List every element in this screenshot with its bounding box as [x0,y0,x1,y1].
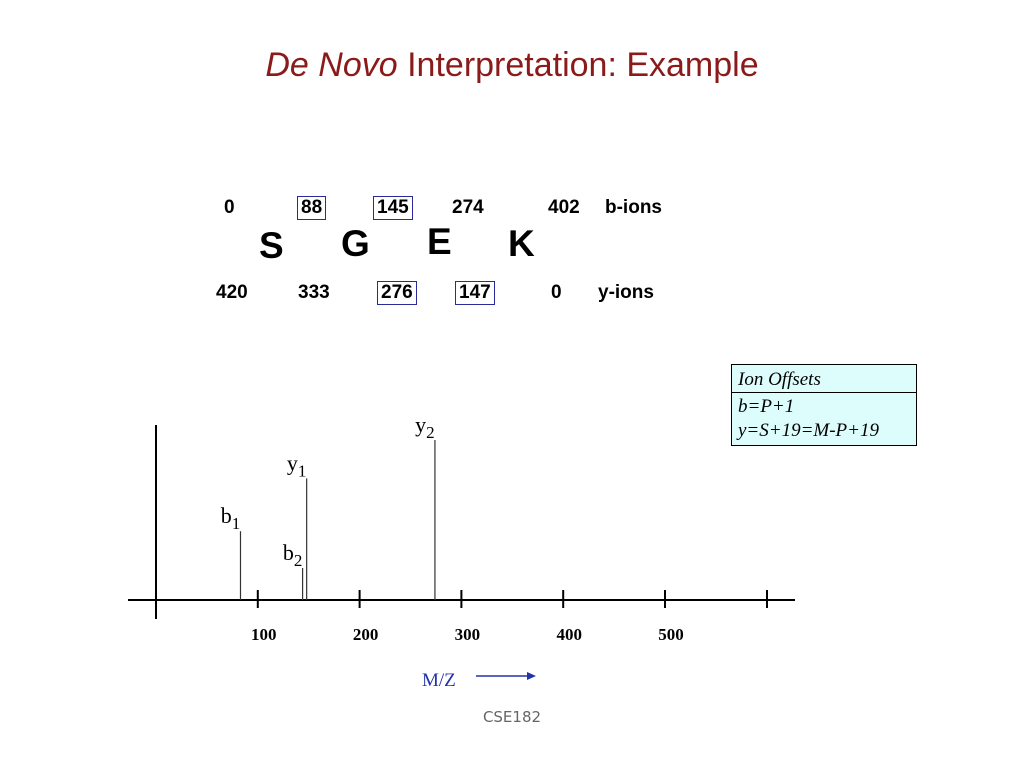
y-ions-label: y-ions [598,282,654,303]
y-ion-value: 276 [377,281,417,305]
ion-offsets-title: Ion Offsets [732,365,916,393]
peak-label-ion: b [221,503,232,528]
peak-label: y1 [287,450,307,480]
residue-letter: G [341,223,370,264]
b-ions-label: b-ions [605,197,662,218]
b-ion-value: 0 [224,197,235,218]
peak-label-sub: 2 [294,551,303,570]
slide-footer: CSE182 [482,708,542,726]
peak-label-sub: 2 [426,423,435,442]
peak-label: b2 [283,540,303,570]
title-italic: De Novo [265,46,398,84]
y-ion-value: 147 [455,281,495,305]
residue-letter: S [259,225,284,266]
title-rest: Interpretation: Example [397,46,759,84]
x-tick-label: 200 [353,625,379,644]
peak-label-ion: b [283,540,294,565]
y-ion-value: 333 [298,282,330,303]
b-ion-value: 402 [548,197,580,218]
b-ion-value: 274 [452,197,484,218]
peak-label-ion: y [287,450,298,475]
x-tick-label: 400 [556,625,582,644]
offset-row-b: b=P+1 [738,396,795,417]
x-tick-label: 100 [251,625,277,644]
x-axis-label: M/Z [422,670,456,691]
peak-label: b1 [221,503,241,533]
peak-label-sub: 1 [232,514,241,533]
ion-offsets-box: Ion Offsets b=P+1 y=S+19=M-P+19 [731,364,917,446]
peak-label-sub: 1 [298,461,307,480]
b-ion-value: 145 [373,196,413,220]
x-tick-label: 500 [658,625,684,644]
y-ion-value: 420 [216,282,248,303]
residue-letter: K [508,223,535,264]
offset-row-y: y=S+19=M-P+19 [738,420,879,441]
mz-arrow-head [527,672,536,680]
peak-label: y2 [415,412,435,442]
x-tick-label: 300 [455,625,481,644]
y-ion-value: 0 [551,282,562,303]
b-ion-value: 88 [297,196,327,220]
slide-title: De Novo Interpretation: Example [0,46,1024,85]
residue-letter: E [427,221,452,262]
peak-label-ion: y [415,412,426,437]
